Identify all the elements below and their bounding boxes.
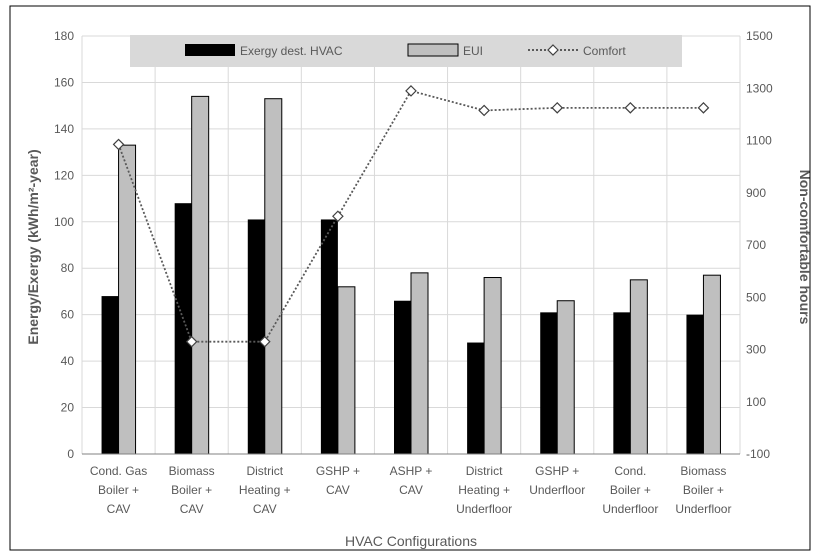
legend: Exergy dest. HVAC EUI Comfort xyxy=(130,35,682,67)
chart-border xyxy=(9,5,811,551)
left-axis-ticks: 0 20 40 60 80 100 120 140 160 180 xyxy=(54,29,74,461)
eui-bar xyxy=(629,279,648,455)
y-tick-label: 60 xyxy=(61,308,75,322)
legend-swatch-exergy xyxy=(185,44,235,56)
y-axis-title: Energy/Exergy (kWh/m²-year) xyxy=(25,149,41,344)
x-category-label: Cond. xyxy=(614,464,646,478)
y2-tick-label: 1300 xyxy=(746,81,773,95)
y-tick-label: 80 xyxy=(61,261,75,275)
x-category-label: ASHP + xyxy=(390,464,433,478)
comfort-point xyxy=(258,335,271,348)
eui-bar xyxy=(118,144,137,455)
comfort-point xyxy=(185,335,198,348)
exergy-bar xyxy=(613,312,631,454)
exergy-bar xyxy=(394,300,411,454)
y2-tick-label: 700 xyxy=(746,238,766,252)
x-category-label: CAV xyxy=(107,502,131,516)
y2-tick-label: 1100 xyxy=(746,134,772,148)
x-category-label: GSHP + xyxy=(535,464,579,478)
y-tick-label: 20 xyxy=(61,401,75,415)
comfort-point xyxy=(405,85,417,97)
comfort-point xyxy=(332,210,344,223)
y2-axis-title: Non-comfortable hours xyxy=(797,170,813,325)
x-category-label: CAV xyxy=(399,483,423,497)
exergy-bar xyxy=(101,296,119,454)
y2-tick-label: 300 xyxy=(746,343,766,357)
y-tick-label: 180 xyxy=(54,29,74,43)
comfort-line xyxy=(112,85,710,348)
y2-tick-label: 900 xyxy=(746,186,766,200)
y-tick-label: 160 xyxy=(54,75,74,89)
x-category-label: Boiler + xyxy=(683,483,724,497)
exergy-bar xyxy=(540,312,558,454)
legend-swatch-eui xyxy=(407,43,459,57)
legend-label-eui: EUI xyxy=(463,44,483,58)
exergy-bar xyxy=(686,314,704,454)
exergy-bar xyxy=(320,219,338,454)
eui-bar xyxy=(702,274,721,455)
legend-swatch-comfort-marker xyxy=(547,44,559,56)
x-category-label: Underfloor xyxy=(529,483,585,497)
x-category-label: CAV xyxy=(326,483,350,497)
eui-bar xyxy=(264,98,283,455)
y-tick-label: 140 xyxy=(54,122,74,136)
exergy-bar xyxy=(174,203,192,454)
category-labels: Cond. Gas Boiler + CAV Biomass Boiler + CAV Di… xyxy=(90,464,732,516)
x-category-label: Boiler + xyxy=(98,483,139,497)
eui-bar xyxy=(483,277,502,455)
comfort-point xyxy=(697,101,710,114)
comfort-point xyxy=(478,104,490,117)
comfort-point xyxy=(624,101,637,114)
x-axis-title: HVAC Configurations xyxy=(345,533,477,549)
legend-label-exergy: Exergy dest. HVAC xyxy=(240,44,343,58)
eui-bar xyxy=(556,300,575,455)
eui-bar xyxy=(337,286,356,455)
x-category-label: GSHP + xyxy=(316,464,360,478)
x-category-label: Boiler + xyxy=(171,483,212,497)
y2-tick-label: 1500 xyxy=(746,29,773,43)
x-category-label: District xyxy=(246,464,283,478)
y-tick-label: 0 xyxy=(67,447,74,461)
x-category-label: Heating + xyxy=(239,483,291,497)
y2-tick-label: 500 xyxy=(746,290,766,304)
x-category-label: Biomass xyxy=(169,464,215,478)
legend-label-comfort: Comfort xyxy=(583,44,626,58)
y-tick-label: 120 xyxy=(54,168,74,182)
comfort-point xyxy=(551,101,564,114)
eui-bar xyxy=(410,272,429,455)
exergy-bar xyxy=(467,342,485,454)
x-category-label: Cond. Gas xyxy=(90,464,147,478)
y2-tick-label: 100 xyxy=(746,395,766,409)
y-tick-label: 100 xyxy=(54,215,74,229)
x-category-label: Heating + xyxy=(458,483,510,497)
x-category-label: Underfloor xyxy=(456,502,512,516)
x-category-label: Biomass xyxy=(680,464,726,478)
y-tick-label: 40 xyxy=(61,354,75,368)
right-axis-ticks: -100 100 300 500 700 900 1100 1300 1500 xyxy=(746,29,773,461)
x-category-label: CAV xyxy=(253,502,277,516)
exergy-bar xyxy=(247,219,265,454)
y2-tick-label: -100 xyxy=(746,447,770,461)
x-category-label: CAV xyxy=(180,502,204,516)
comfort-point xyxy=(112,138,125,151)
eui-bar xyxy=(191,95,210,455)
x-category-label: Boiler + xyxy=(610,483,651,497)
bars xyxy=(101,95,721,455)
x-category-label: District xyxy=(466,464,503,478)
x-category-label: Underfloor xyxy=(675,502,731,516)
x-category-label: Underfloor xyxy=(602,502,658,516)
